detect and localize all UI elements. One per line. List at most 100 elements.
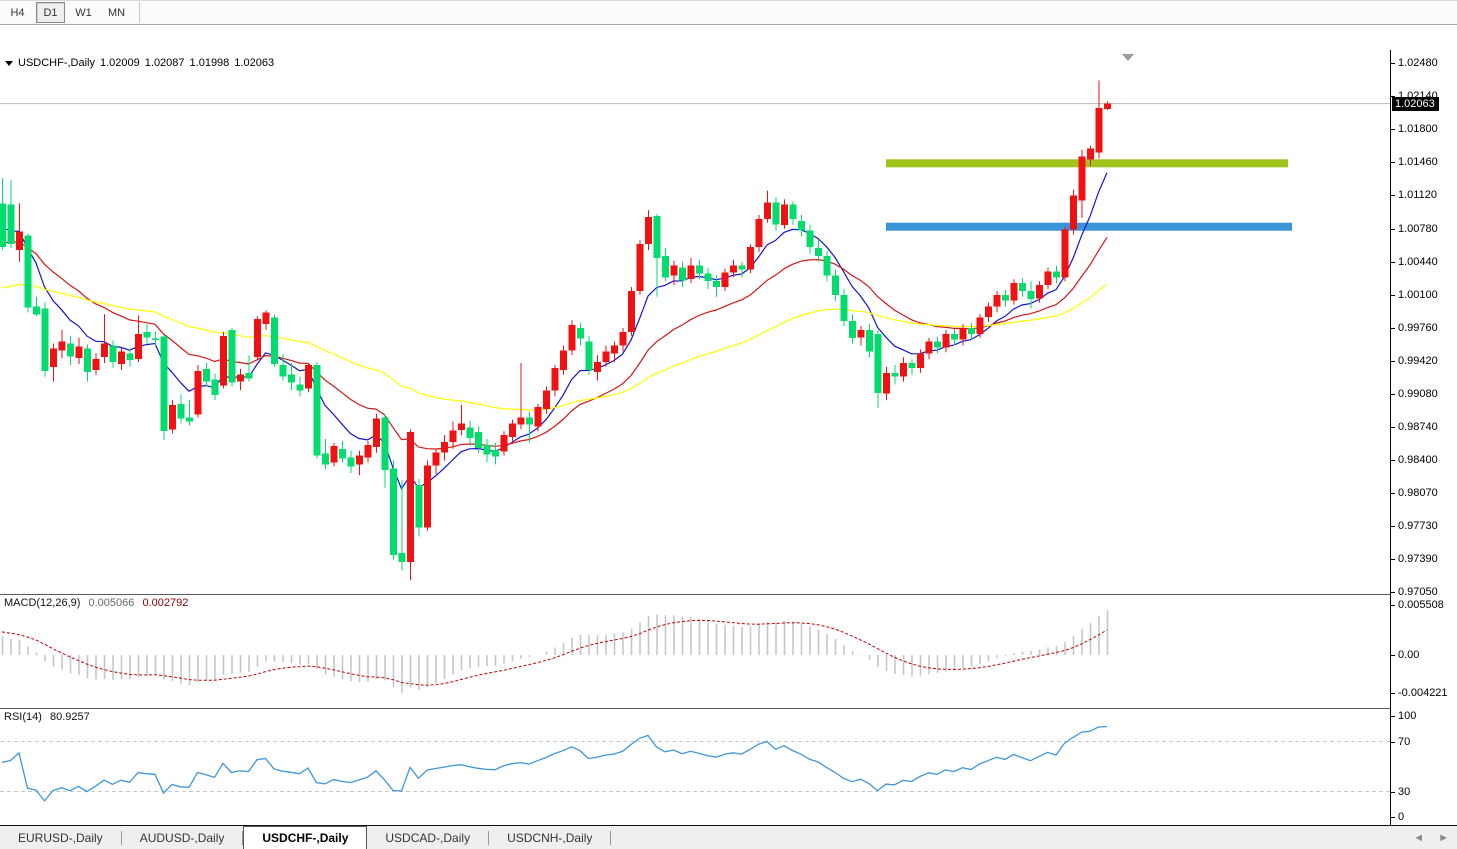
candle	[653, 215, 661, 258]
tab-usdchf[interactable]: USDCHF-,Daily	[243, 826, 368, 849]
candle	[305, 365, 312, 389]
rsi-label: RSI(14) 80.9257	[4, 711, 95, 723]
candle	[891, 372, 899, 377]
candle	[356, 455, 363, 465]
candle	[339, 448, 346, 459]
tab-usdcnh[interactable]: USDCNH-,Daily	[507, 830, 593, 845]
macd-signal-line	[1, 619, 1108, 686]
candle	[611, 345, 618, 354]
price-axis-label: 0.98400	[1398, 454, 1438, 467]
candle	[322, 453, 329, 465]
rsi-indicator-pane[interactable]	[0, 709, 1390, 824]
timeframe-button-h4[interactable]: H4	[3, 2, 32, 23]
pane-separator[interactable]	[0, 708, 1391, 709]
axis-tick	[1391, 492, 1395, 494]
rsi-line	[1, 725, 1108, 802]
axis-tick	[1391, 294, 1395, 296]
candle	[1095, 107, 1103, 153]
price-axis-label: 1.00100	[1398, 288, 1438, 301]
tab-scroll-right-icon[interactable]: ►	[1438, 831, 1449, 844]
tab-scroll-left-icon[interactable]: ◄	[1413, 831, 1425, 844]
candle	[101, 343, 108, 358]
candle	[738, 265, 746, 270]
candle	[33, 306, 40, 315]
candle	[1061, 229, 1069, 278]
timeframe-button-mn[interactable]: MN	[102, 2, 131, 23]
axis-tick	[1391, 655, 1395, 656]
ohlc-open: 1.02009	[100, 57, 140, 69]
candle	[228, 329, 236, 383]
candle	[407, 432, 414, 562]
price-axis[interactable]: 1.024801.021401.018001.014601.011201.007…	[1390, 50, 1457, 825]
candle	[67, 343, 74, 357]
tab-usdcad[interactable]: USDCAD-,Daily	[385, 830, 471, 845]
candle	[670, 265, 678, 276]
candle	[41, 308, 49, 371]
candle	[832, 275, 839, 295]
support-line[interactable]	[886, 222, 1292, 231]
candle	[347, 457, 355, 467]
candle	[560, 350, 567, 370]
timeframe-button-w1[interactable]: W1	[69, 2, 98, 23]
toolbar-separator	[139, 2, 140, 23]
main-chart-pane[interactable]	[0, 50, 1390, 594]
macd-label: MACD(12,26,9) 0.005066 0.002792	[4, 597, 193, 609]
pane-separator[interactable]	[0, 594, 1391, 595]
candle	[704, 273, 712, 282]
candle	[0, 203, 6, 248]
chart-shift-marker[interactable]	[1122, 54, 1134, 61]
chart-window: USDCHF-,Daily 1.02009 1.02087 1.01998 1.…	[0, 25, 1457, 849]
symbol-dropdown-icon	[5, 60, 13, 66]
price-axis-label: 0.98070	[1398, 486, 1438, 499]
candle	[449, 430, 457, 442]
candle	[398, 553, 406, 562]
candle	[364, 444, 372, 458]
candle	[237, 374, 244, 382]
price-axis-label: 1.00780	[1398, 222, 1438, 235]
candle	[475, 432, 482, 448]
candle	[917, 353, 924, 368]
candle	[109, 345, 117, 363]
axis-tick	[1391, 692, 1395, 694]
candle	[883, 372, 890, 394]
axis-tick	[1391, 195, 1395, 197]
axis-tick	[1391, 460, 1395, 462]
candle	[874, 333, 882, 394]
candle	[211, 379, 219, 396]
candle	[1044, 271, 1052, 286]
price-axis-label: 1.01800	[1398, 123, 1438, 136]
candle	[279, 365, 287, 377]
price-axis-label: 1.00440	[1398, 255, 1438, 268]
chart-tab-bar: EURUSD-,Daily AUDUSD-,Daily USDCHF-,Dail…	[0, 825, 1457, 849]
candle	[934, 341, 941, 348]
candle	[959, 328, 967, 340]
candle	[458, 423, 465, 431]
axis-tick	[1391, 394, 1395, 396]
macd-indicator-pane[interactable]	[0, 595, 1390, 708]
candle	[772, 202, 780, 225]
candle	[628, 291, 635, 332]
tab-separator	[120, 830, 122, 845]
symbol-ohlc-line: USDCHF-,Daily 1.02009 1.02087 1.01998 1.…	[5, 57, 279, 69]
tab-eurusd[interactable]: EURUSD-,Daily	[18, 830, 103, 845]
candle	[509, 423, 516, 437]
candle	[840, 294, 848, 322]
candle	[687, 265, 695, 280]
axis-tick	[1391, 327, 1395, 329]
candle	[177, 404, 185, 419]
candle	[985, 306, 992, 318]
candle	[7, 204, 15, 245]
candle	[781, 204, 788, 225]
price-axis-label: 0.97730	[1398, 519, 1438, 532]
rsi-scale-label: 0	[1398, 811, 1405, 823]
resistance-line[interactable]	[886, 159, 1288, 168]
tab-audusd[interactable]: AUDUSD-,Daily	[139, 830, 225, 845]
axis-tick	[1391, 162, 1395, 164]
candle	[1104, 103, 1111, 109]
candle	[662, 255, 669, 278]
candle	[288, 374, 295, 383]
candle	[500, 435, 508, 452]
tab-scrollers: ◄ ►	[1413, 826, 1449, 849]
timeframe-button-d1[interactable]: D1	[36, 2, 65, 23]
candle	[415, 484, 423, 528]
